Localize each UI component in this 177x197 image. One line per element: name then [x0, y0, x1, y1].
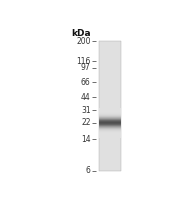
Bar	[99, 130, 121, 131]
Bar	[99, 116, 121, 117]
Text: 22: 22	[81, 118, 91, 127]
Text: 97: 97	[81, 63, 91, 72]
Bar	[99, 118, 121, 119]
Bar	[99, 133, 121, 134]
Bar	[99, 116, 121, 117]
Bar	[99, 124, 121, 125]
Bar	[99, 130, 121, 131]
Bar	[99, 134, 121, 135]
Text: 116: 116	[76, 57, 91, 66]
Bar	[99, 123, 121, 124]
Text: 66: 66	[81, 78, 91, 87]
Bar	[99, 131, 121, 132]
Text: 44: 44	[81, 93, 91, 102]
Bar	[99, 41, 121, 171]
Bar	[99, 115, 121, 116]
Bar	[99, 118, 121, 119]
Text: 6: 6	[86, 166, 91, 175]
Bar	[99, 125, 121, 126]
Bar	[99, 120, 121, 121]
Bar	[99, 114, 121, 115]
Bar	[99, 109, 121, 110]
Bar	[99, 129, 121, 130]
Bar	[99, 111, 121, 112]
Bar	[99, 123, 121, 124]
Bar	[99, 128, 121, 129]
Bar	[99, 121, 121, 122]
Bar	[99, 132, 121, 133]
Bar	[99, 112, 121, 113]
Bar	[99, 137, 121, 138]
Bar	[99, 114, 121, 115]
Bar	[99, 111, 121, 112]
Text: 200: 200	[76, 37, 91, 46]
Bar	[99, 133, 121, 134]
Bar	[99, 108, 121, 109]
Bar	[99, 122, 121, 123]
Bar	[99, 136, 121, 137]
Bar	[99, 108, 121, 109]
Bar	[99, 137, 121, 138]
Bar	[99, 109, 121, 110]
Bar	[99, 126, 121, 127]
Bar	[99, 113, 121, 114]
Bar	[99, 121, 121, 122]
Text: kDa: kDa	[71, 29, 91, 38]
Bar	[99, 128, 121, 129]
Bar	[99, 120, 121, 121]
Text: 14: 14	[81, 135, 91, 144]
Bar	[99, 135, 121, 136]
Bar	[99, 117, 121, 118]
Bar	[99, 119, 121, 120]
Bar	[99, 110, 121, 111]
Bar	[99, 135, 121, 136]
Text: 31: 31	[81, 106, 91, 114]
Bar	[99, 127, 121, 128]
Bar	[99, 126, 121, 127]
Bar	[99, 132, 121, 133]
